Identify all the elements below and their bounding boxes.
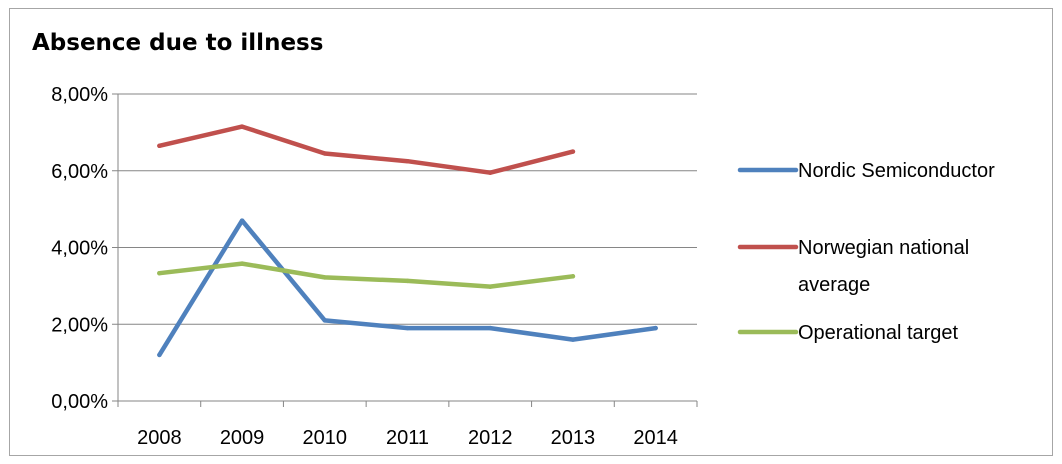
data-point	[570, 149, 576, 154]
legend: Nordic Semiconductor Norwegian national av…	[737, 160, 995, 344]
y-tick-label: 8,00%	[51, 84, 108, 106]
y-axis-tick-labels: 0,00% 2,00% 4,00% 6,00% 8,00%	[51, 84, 108, 413]
data-point	[488, 170, 493, 175]
data-point	[405, 158, 410, 164]
axes	[112, 93, 698, 407]
data-point	[239, 218, 245, 223]
data-point	[239, 124, 245, 129]
x-tick-label: 2012	[468, 427, 513, 449]
data-point	[570, 337, 576, 342]
series-line-0	[157, 218, 658, 358]
x-axis-tick-labels: 2008 2009 2010 2011 2012 2013 2014	[137, 427, 678, 449]
x-tick-label: 2014	[633, 427, 678, 449]
x-tick-label: 2008	[137, 427, 182, 449]
x-tick-label: 2010	[303, 427, 348, 449]
y-tick-label: 2,00%	[51, 314, 108, 336]
chart-frame	[9, 8, 1053, 456]
y-tick-label: 6,00%	[51, 161, 108, 183]
data-point	[405, 325, 410, 331]
y-tick-label: 4,00%	[51, 238, 108, 260]
data-point	[322, 275, 327, 280]
data-point	[157, 271, 162, 276]
legend-label-1: Norwegian national	[798, 237, 969, 259]
y-tick-label: 0,00%	[51, 391, 108, 413]
x-tick-label: 2013	[551, 427, 596, 449]
data-point	[239, 261, 245, 266]
series-lines	[157, 124, 658, 358]
series-line-1	[157, 124, 576, 175]
data-point	[488, 284, 493, 289]
data-point	[157, 352, 162, 358]
series-line-2	[157, 261, 576, 289]
x-tick-label: 2009	[220, 427, 265, 449]
data-point	[488, 325, 493, 331]
data-point	[322, 151, 327, 156]
data-point	[570, 274, 576, 279]
legend-label-2: Operational target	[798, 322, 959, 344]
chart-title: Absence due to illness	[32, 30, 324, 56]
legend-label-0: Nordic Semiconductor	[798, 160, 995, 182]
data-point	[405, 278, 410, 284]
data-point	[653, 325, 658, 331]
x-tick-label: 2011	[386, 427, 429, 449]
data-point	[157, 143, 162, 149]
legend-label-1: average	[798, 274, 870, 296]
data-point	[322, 318, 327, 323]
gridlines	[118, 93, 697, 325]
